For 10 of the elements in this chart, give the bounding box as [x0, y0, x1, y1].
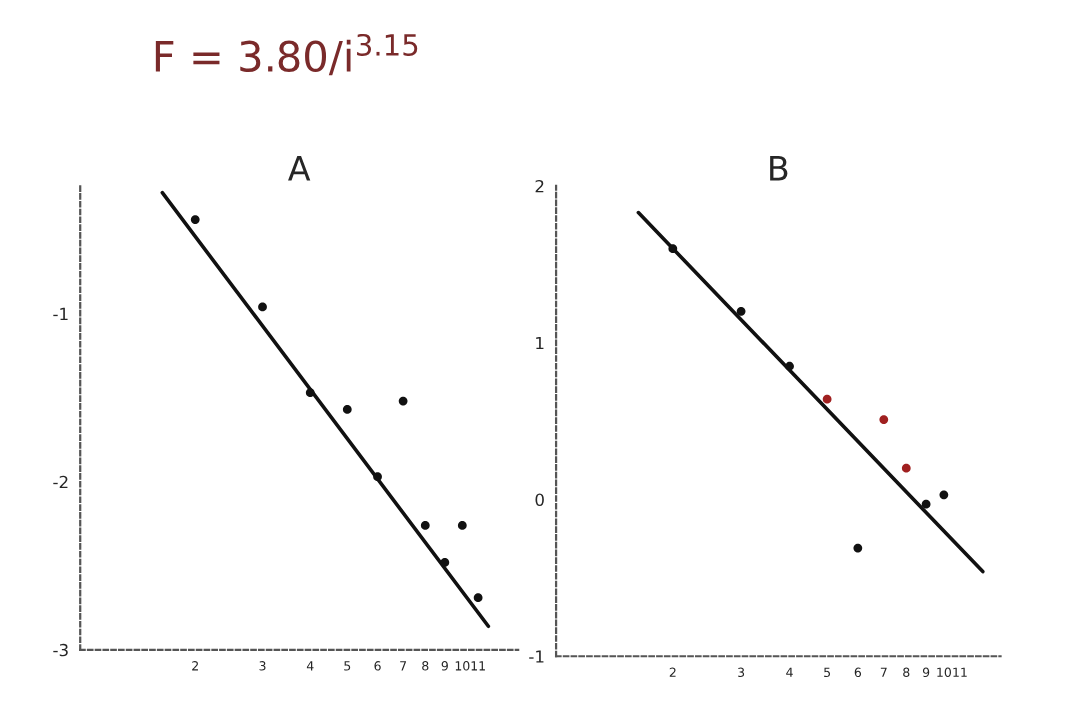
- y-tick-label: -1: [529, 650, 544, 663]
- y-tick-label: 2: [535, 179, 544, 193]
- y-tick-label: -2: [53, 475, 68, 489]
- chart-title: A: [288, 156, 311, 181]
- chart-title: B: [770, 156, 788, 181]
- y-tick-label: -3: [53, 643, 68, 657]
- text: F = 3.80/i$^{3.15}$: [155, 33, 418, 76]
- y-tick-label: 1: [536, 336, 544, 350]
- y-tick-label: 0: [535, 493, 544, 507]
- y-tick-label: -1: [53, 307, 68, 321]
